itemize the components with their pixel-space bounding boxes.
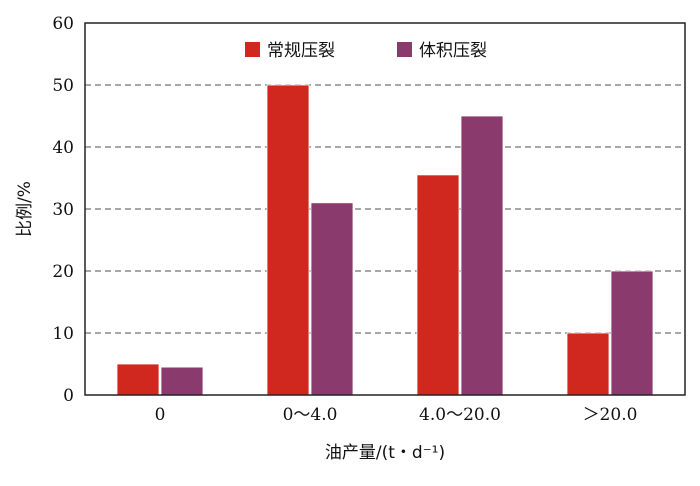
bar (266, 84, 310, 396)
x-tick-label: ＞20.0 (583, 405, 638, 425)
y-tick-labels: 0 10 20 30 40 50 60 (52, 14, 74, 406)
gridlines (85, 84, 685, 334)
legend-swatch-series-1 (245, 42, 260, 57)
bar (160, 366, 204, 396)
x-tick-label: 4.0～20.0 (419, 405, 501, 425)
bar (566, 332, 610, 396)
legend-label-series-1: 常规压裂 (267, 41, 335, 61)
y-tick-label: 40 (52, 138, 74, 158)
legend: 常规压裂 体积压裂 (245, 41, 487, 61)
x-axis-title: 油产量/(t・d⁻¹) (325, 443, 445, 463)
y-tick-label: 10 (52, 324, 74, 344)
x-tick-label: 0～4.0 (283, 405, 338, 425)
y-tick-label: 50 (52, 76, 74, 96)
x-tick-labels: 0 0～4.0 4.0～20.0 ＞20.0 (155, 405, 638, 425)
x-tick-label: 0 (155, 405, 166, 425)
bar (610, 270, 654, 396)
y-tick-label: 60 (52, 14, 74, 34)
bar (416, 174, 460, 396)
plot-frame (84, 22, 686, 396)
bar (310, 202, 354, 396)
bars (116, 84, 654, 396)
bar (460, 115, 504, 396)
y-tick-label: 20 (52, 262, 74, 282)
legend-swatch-series-2 (397, 42, 412, 57)
y-tick-label: 30 (52, 200, 74, 220)
bar (116, 363, 160, 396)
y-axis-title: 比例/% (15, 181, 35, 237)
y-tick-label: 0 (63, 386, 74, 406)
legend-label-series-2: 体积压裂 (419, 41, 487, 61)
